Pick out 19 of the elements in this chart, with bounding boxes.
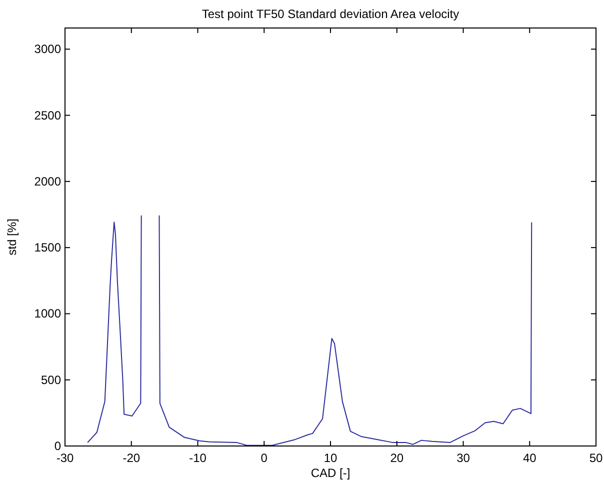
y-tick-label: 2000 [34,174,62,188]
chart-title: Test point TF50 Standard deviation Area velocity [202,7,460,21]
x-tick-label: 40 [522,451,537,465]
x-axis-title: CAD [-] [310,466,350,480]
x-tick-label: 0 [260,451,268,465]
y-axis-title: std [%] [5,218,19,256]
x-tick-label: 10 [324,451,338,465]
y-tick-label: 1000 [34,306,62,321]
x-tick-label: -10 [189,451,207,465]
y-tick-label: 2500 [34,108,62,122]
x-tick-label: 20 [390,451,404,465]
y-tick-label: 1500 [34,240,62,255]
y-tick-label: 500 [40,372,62,387]
x-tick-label: -20 [122,451,140,465]
x-tick-label: -30 [56,451,74,465]
y-tick-label: 3000 [34,42,62,56]
x-tick-label: 30 [456,451,470,465]
y-tick-label: 0 [54,439,62,453]
x-tick-label: 50 [589,451,603,465]
